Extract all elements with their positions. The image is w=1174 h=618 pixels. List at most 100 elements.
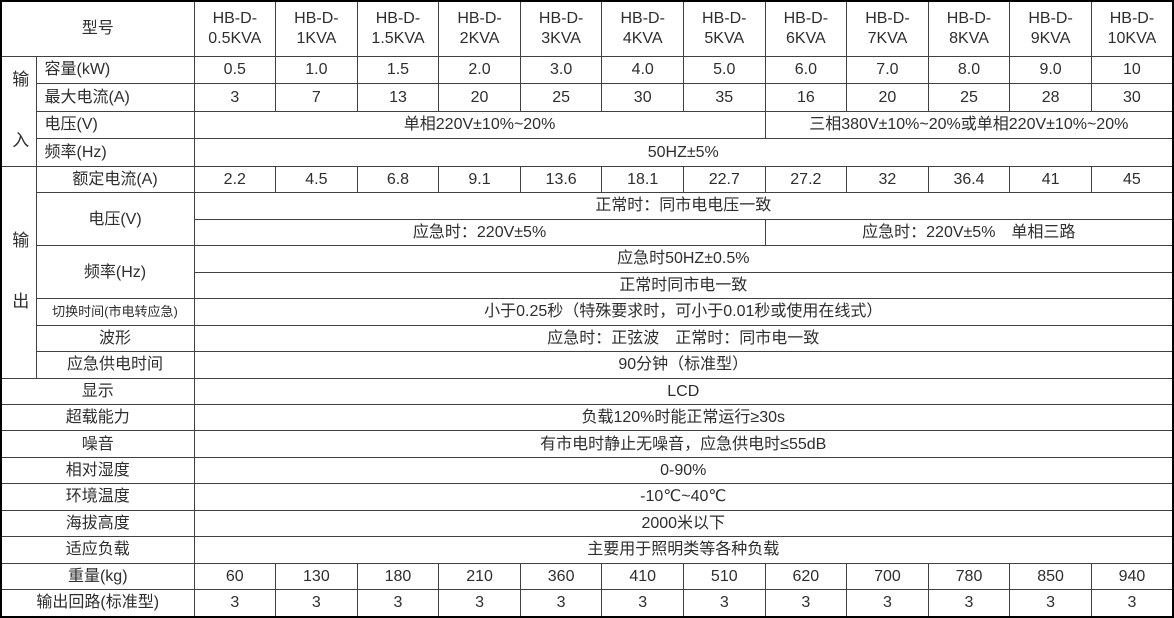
capacity-value: 1.5 xyxy=(356,55,440,85)
capacity-value: 9.0 xyxy=(1009,55,1092,85)
max-current-value: 25 xyxy=(927,83,1011,112)
max-current-value: 35 xyxy=(682,83,766,112)
row-label-altitude: 海拔高度 xyxy=(0,509,195,538)
waveform-row: 波形 应急时：正弦波 正常时：同市电一致 xyxy=(1,324,1174,353)
circuit-value: 3 xyxy=(682,589,766,618)
max-current-value: 28 xyxy=(1009,83,1092,112)
weight-value: 180 xyxy=(356,562,440,591)
max-current-value: 25 xyxy=(519,83,603,112)
input-frequency-cell: 50HZ±5% xyxy=(193,138,1174,167)
max-current-value: 20 xyxy=(846,83,929,112)
row-label-overload: 超载能力 xyxy=(0,403,195,432)
rated-current-value: 9.1 xyxy=(438,165,521,194)
rated-current-value: 4.5 xyxy=(275,165,358,194)
output-group-label-text: 输出 xyxy=(9,230,29,353)
input-voltage-single-phase-cell: 单相220V±10%~20% xyxy=(193,110,766,140)
output-voltage-normal-row: 电压(V) 正常时：同市电电压一致 xyxy=(1,192,1174,247)
rated-current-value: 41 xyxy=(1009,165,1092,194)
rated-current-value: 36.4 xyxy=(927,165,1011,194)
row-label-input-voltage: 电压(V) xyxy=(35,110,195,140)
output-voltage-normal-cell: 正常时：同市电电压一致 xyxy=(193,192,1174,220)
circuit-value: 3 xyxy=(1009,589,1092,618)
weight-value: 210 xyxy=(438,562,521,591)
row-label-backup-time: 应急供电时间 xyxy=(35,351,195,379)
input-voltage-row: 电压(V) 单相220V±10%~20% 三相380V±10%~20%或单相22… xyxy=(1,110,1174,140)
waveform-cell: 应急时：正弦波 正常时：同市电一致 xyxy=(193,324,1174,353)
weight-value: 940 xyxy=(1090,562,1174,591)
rated-current-value: 6.8 xyxy=(356,165,440,194)
capacity-value: 3.0 xyxy=(519,55,603,85)
model-column-header: HB-D-8KVA xyxy=(927,0,1011,57)
model-column-header: HB-D-6KVA xyxy=(764,0,848,57)
model-column-header: HB-D-4KVA xyxy=(601,0,684,57)
circuit-value: 3 xyxy=(519,589,603,618)
max-current-value: 16 xyxy=(764,83,848,112)
row-label-load-type: 适应负载 xyxy=(0,536,195,564)
row-label-display: 显示 xyxy=(0,377,195,405)
output-group-label: 输出 xyxy=(0,165,37,379)
backup-time-row: 应急供电时间 90分钟（标准型） xyxy=(1,351,1174,379)
model-column-header: HB-D-1KVA xyxy=(275,0,358,57)
output-voltage-emergency-three-way-cell: 应急时：220V±5% 单相三路 xyxy=(764,218,1174,247)
switch-time-cell: 小于0.25秒（特殊要求时，可小于0.01秒或使用在线式） xyxy=(193,298,1174,326)
input-max-current-row: 最大电流(A) 3 7 13 20 25 30 35 16 20 25 28 3… xyxy=(1,83,1174,112)
noise-value-cell: 有市电时静止无噪音，应急供电时≤55dB xyxy=(193,430,1174,458)
max-current-value: 3 xyxy=(193,83,277,112)
display-value-cell: LCD xyxy=(193,377,1174,405)
temperature-value-cell: -10℃~40℃ xyxy=(193,483,1174,511)
altitude-row: 海拔高度 2000米以下 xyxy=(0,509,1174,538)
temperature-row: 环境温度 -10℃~40℃ xyxy=(0,483,1174,511)
rated-current-value: 27.2 xyxy=(764,165,848,194)
output-circuits-row: 输出回路(标准型) 3 3 3 3 3 3 3 3 3 3 3 3 xyxy=(0,589,1174,618)
humidity-row: 相对湿度 0-90% xyxy=(0,456,1174,485)
rated-current-value: 32 xyxy=(846,165,929,194)
model-column-header: HB-D-9KVA xyxy=(1009,0,1092,57)
max-current-value: 7 xyxy=(275,83,358,112)
rated-current-value: 13.6 xyxy=(519,165,603,194)
capacity-value: 10 xyxy=(1090,55,1174,85)
circuit-value: 3 xyxy=(927,589,1011,618)
weight-value: 360 xyxy=(519,562,603,591)
weight-value: 130 xyxy=(275,562,358,591)
model-column-header: HB-D-3KVA xyxy=(519,0,603,57)
row-label-output-voltage: 电压(V) xyxy=(35,192,195,247)
weight-value: 850 xyxy=(1009,562,1092,591)
overload-value-cell: 负载120%时能正常运行≥30s xyxy=(193,403,1174,432)
weight-value: 780 xyxy=(927,562,1011,591)
load-type-value-cell: 主要用于照明类等各种负载 xyxy=(193,536,1174,564)
max-current-value: 30 xyxy=(1090,83,1174,112)
model-column-header: HB-D-5KVA xyxy=(682,0,766,57)
weight-value: 700 xyxy=(846,562,929,591)
row-label-rated-current: 额定电流(A) xyxy=(35,165,195,194)
output-frequency-emergency-row: 频率(Hz) 应急时50HZ±0.5% xyxy=(1,245,1174,300)
input-group-label: 输入 xyxy=(0,55,37,167)
max-current-value: 30 xyxy=(601,83,684,112)
input-voltage-three-phase-cell: 三相380V±10%~20%或单相220V±10%~20% xyxy=(764,110,1174,140)
corner-model-label: 型号 xyxy=(0,0,195,57)
rated-current-value: 2.2 xyxy=(193,165,277,194)
row-label-max-current: 最大电流(A) xyxy=(35,83,195,112)
row-label-switch-time: 切换时间(市电转应急) xyxy=(35,298,195,326)
output-frequency-emergency-cell: 应急时50HZ±0.5% xyxy=(193,245,1174,273)
capacity-value: 6.0 xyxy=(764,55,848,85)
weight-value: 410 xyxy=(601,562,684,591)
max-current-value: 20 xyxy=(438,83,521,112)
max-current-value: 13 xyxy=(356,83,440,112)
circuit-value: 3 xyxy=(764,589,848,618)
row-label-waveform: 波形 xyxy=(35,324,195,353)
capacity-value: 0.5 xyxy=(193,55,277,85)
model-column-header: HB-D-0.5KVA xyxy=(193,0,277,57)
rated-current-value: 22.7 xyxy=(682,165,766,194)
row-label-weight: 重量(kg) xyxy=(0,562,195,591)
row-label-input-frequency: 频率(Hz) xyxy=(35,138,195,167)
row-label-noise: 噪音 xyxy=(0,430,195,458)
backup-time-cell: 90分钟（标准型） xyxy=(193,351,1174,379)
rated-current-value: 18.1 xyxy=(601,165,684,194)
input-frequency-row: 频率(Hz) 50HZ±5% xyxy=(1,138,1174,167)
row-label-output-frequency: 频率(Hz) xyxy=(35,245,195,300)
display-row: 显示 LCD xyxy=(0,377,1174,405)
model-column-header: HB-D-7KVA xyxy=(846,0,929,57)
header-row: 型号 HB-D-0.5KVA HB-D-1KVA HB-D-1.5KVA HB-… xyxy=(0,0,1174,57)
output-rated-current-row: 输出 额定电流(A) 2.2 4.5 6.8 9.1 13.6 18.1 22.… xyxy=(0,165,1174,379)
input-capacity-row: 输入 容量(kW) 0.5 1.0 1.5 2.0 3.0 4.0 5.0 6.… xyxy=(0,55,1174,167)
